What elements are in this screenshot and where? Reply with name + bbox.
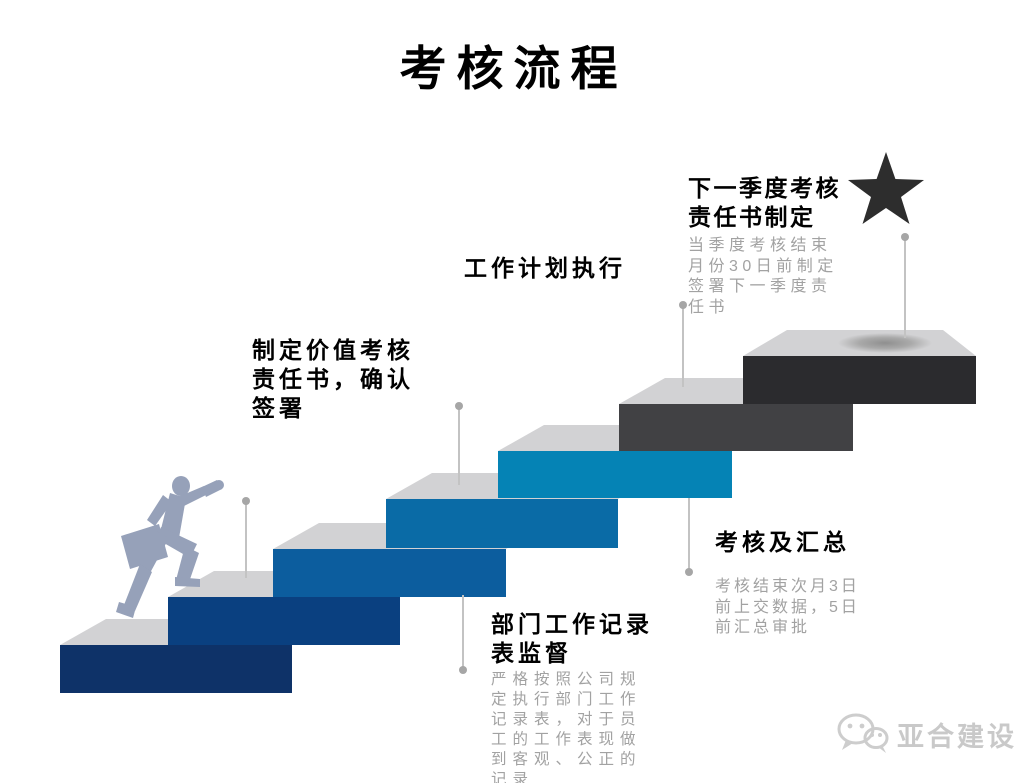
step-4-front (386, 499, 618, 548)
connector-dot-stage-5 (679, 301, 687, 309)
stage-4-heading: 考核及汇总 (715, 529, 850, 555)
connector-line-star (904, 237, 906, 338)
connector-dot-stage-4 (685, 568, 693, 576)
stage-1-heading: 制定价值考核 责任书，确认 签署 (252, 337, 414, 422)
stage-4-description: 考核结束次月3日 前上交数据，5日 前汇总审批 (715, 578, 860, 637)
brand-watermark: 亚合建设 (836, 712, 1017, 756)
step-2-front (168, 597, 400, 645)
connector-dot-stage-3 (455, 402, 463, 410)
connector-line-stage-5 (682, 305, 684, 387)
page-title: 考核流程 (399, 42, 628, 95)
star-icon (848, 152, 924, 224)
step-1-front (60, 645, 292, 693)
stage-2-block: 部门工作记录 表监督 严格按照公司规 定执行部门工作 记录表，对于员 工的工作表… (491, 610, 681, 783)
connector-line-stage-2 (462, 595, 464, 668)
wechat-icon (837, 713, 889, 753)
connector-line-stage-1 (245, 501, 247, 578)
stage-1-block: 制定价值考核 责任书，确认 签署 (252, 336, 442, 424)
stage-5-heading: 下一季度考核 责任书制定 (688, 175, 841, 231)
step-5-front (498, 451, 732, 498)
stage-2-heading: 部门工作记录 表监督 (491, 611, 653, 667)
step-7-front (743, 356, 976, 404)
connector-line-stage-3 (458, 406, 460, 485)
stage-2-description: 严格按照公司规 定执行部门工作 记录表，对于员 工的工作表现做 到客观、公正的 … (491, 671, 642, 783)
stage-4-block: 考核及汇总 考核结束次月3日 前上交数据，5日 前汇总审批 (715, 528, 905, 639)
connector-dot-stage-1 (242, 497, 250, 505)
step-6-front (619, 404, 853, 451)
stage-3-heading: 工作计划执行 (464, 255, 626, 281)
brand-name: 亚合建设 (897, 721, 1017, 752)
connector-dot-stage-2 (459, 666, 467, 674)
step-3-front (273, 549, 506, 597)
platform-hole (838, 333, 932, 353)
stage-5-block: 下一季度考核 责任书制定 当季度考核结束 月份30日前制定 签署下一季度责 任书 (688, 174, 873, 318)
stage-3-block: 工作计划执行 (464, 254, 664, 283)
connector-line-stage-4 (688, 498, 690, 570)
connector-dot-star (901, 233, 909, 241)
businessman-icon (116, 476, 224, 618)
stage-5-description: 当季度考核结束 月份30日前制定 签署下一季度责 任书 (688, 237, 838, 316)
